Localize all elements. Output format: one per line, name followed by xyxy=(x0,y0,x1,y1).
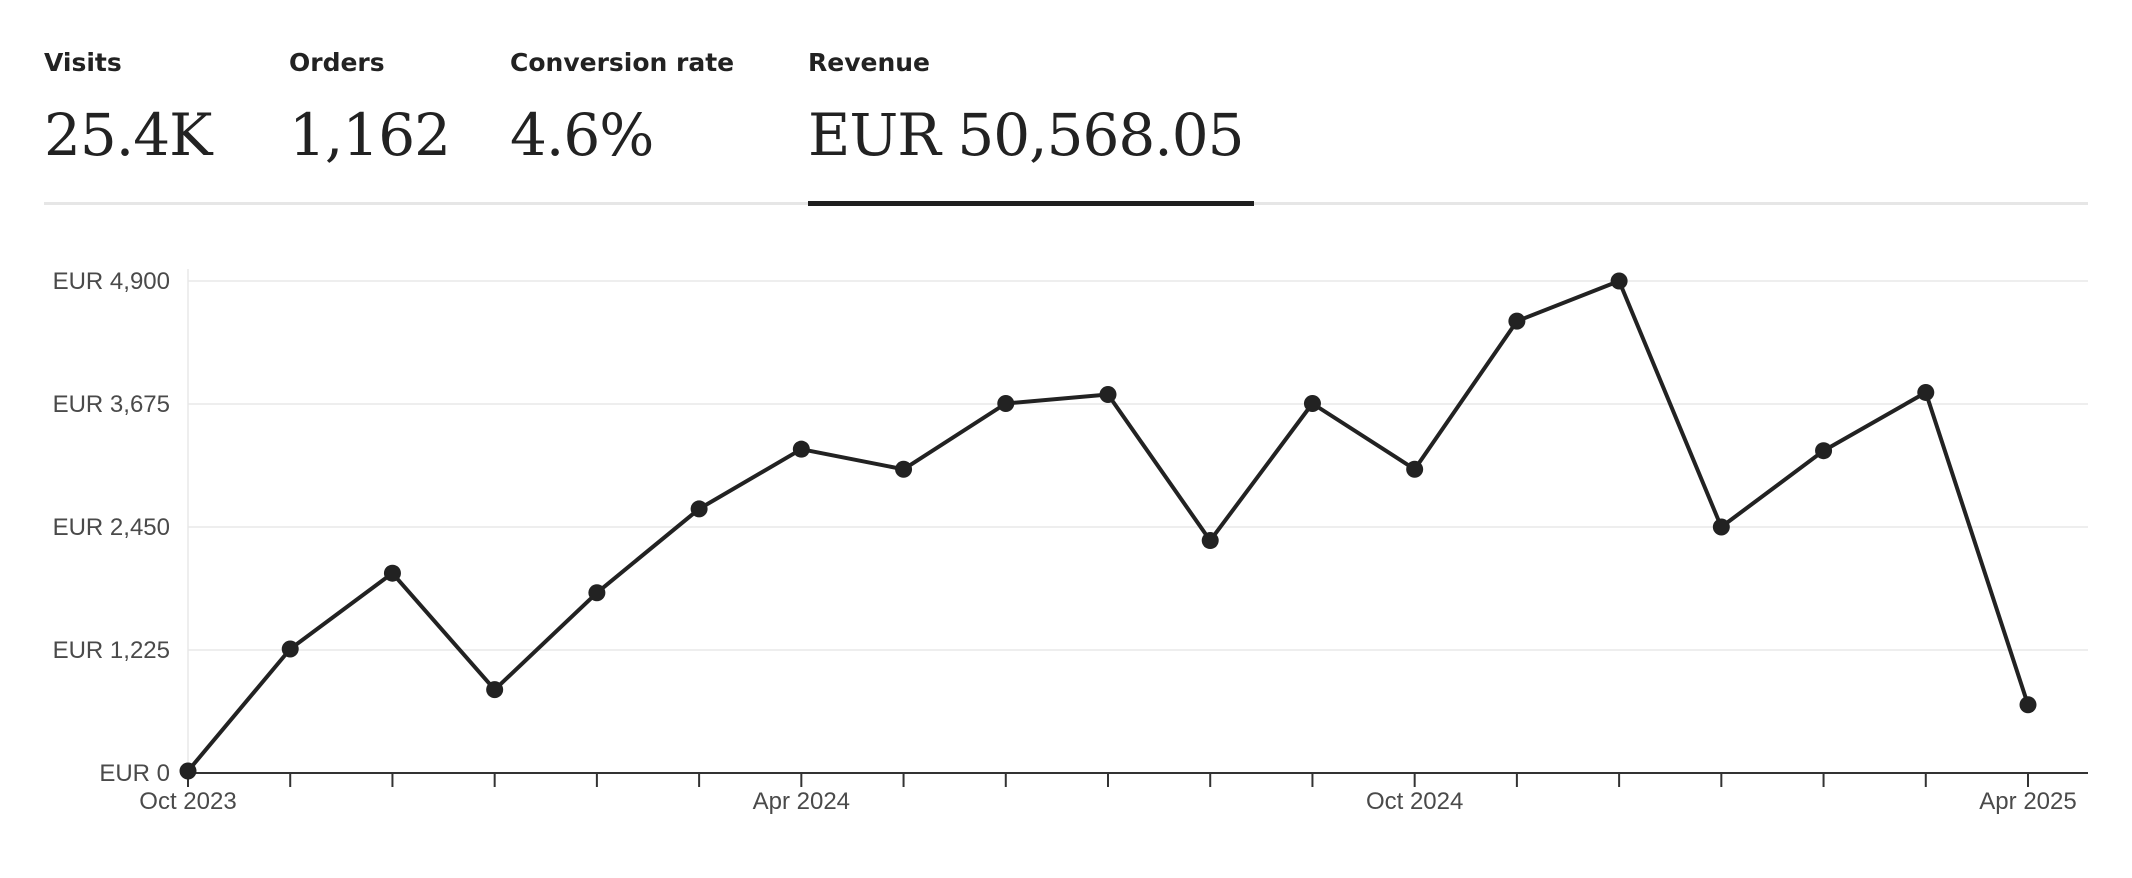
data-point xyxy=(1099,385,1117,403)
x-tick-label: Oct 2024 xyxy=(1366,788,1463,815)
metric-visits[interactable]: Visits 25.4K xyxy=(44,48,212,169)
data-point xyxy=(1815,442,1833,460)
data-point xyxy=(2019,696,2037,714)
y-tick-label: EUR 2,450 xyxy=(53,514,170,541)
chart-series xyxy=(179,272,2037,780)
data-point xyxy=(1712,518,1730,536)
data-point xyxy=(179,762,197,780)
data-point xyxy=(588,584,606,602)
y-tick-label: EUR 0 xyxy=(99,760,170,787)
metric-orders-value: 1,162 xyxy=(289,101,451,169)
metric-revenue[interactable]: Revenue EUR 50,568.05 xyxy=(808,48,1245,169)
y-tick-label: EUR 3,675 xyxy=(53,391,170,418)
data-point xyxy=(383,564,401,582)
data-point xyxy=(486,681,504,699)
data-point xyxy=(1610,272,1628,290)
data-point xyxy=(1303,394,1321,412)
data-point xyxy=(1201,532,1219,550)
series-line xyxy=(186,279,2030,773)
chart-gridlines xyxy=(188,280,2088,651)
metric-visits-label: Visits xyxy=(44,48,122,77)
chart-axes: EUR 0 EUR 1,225 EUR 2,450 EUR 3,675 EUR 4,90… xyxy=(53,268,2088,815)
y-tick-label: EUR 1,225 xyxy=(53,637,170,664)
active-tab-underline xyxy=(808,201,1254,206)
metric-orders-label: Orders xyxy=(289,48,385,77)
y-tick-label: EUR 4,900 xyxy=(53,268,170,295)
metric-conversion-rate-value: 4.6% xyxy=(510,101,654,169)
data-point xyxy=(997,394,1015,412)
x-tick-label: Apr 2025 xyxy=(1979,788,2076,815)
metric-orders[interactable]: Orders 1,162 xyxy=(289,48,451,169)
x-tick-label: Apr 2024 xyxy=(753,788,850,815)
data-point xyxy=(792,440,810,458)
metric-revenue-value: EUR 50,568.05 xyxy=(808,101,1245,169)
x-tick-label: Oct 2023 xyxy=(139,788,236,815)
metric-conversion-rate[interactable]: Conversion rate 4.6% xyxy=(510,48,734,169)
metric-revenue-label: Revenue xyxy=(808,48,931,77)
data-point xyxy=(895,460,913,478)
data-point xyxy=(1917,383,1935,401)
metric-visits-value: 25.4K xyxy=(44,101,212,169)
data-point xyxy=(690,500,708,518)
data-point xyxy=(1508,312,1526,330)
data-point xyxy=(1406,460,1424,478)
data-point xyxy=(281,640,299,658)
metric-conversion-rate-label: Conversion rate xyxy=(510,48,735,77)
